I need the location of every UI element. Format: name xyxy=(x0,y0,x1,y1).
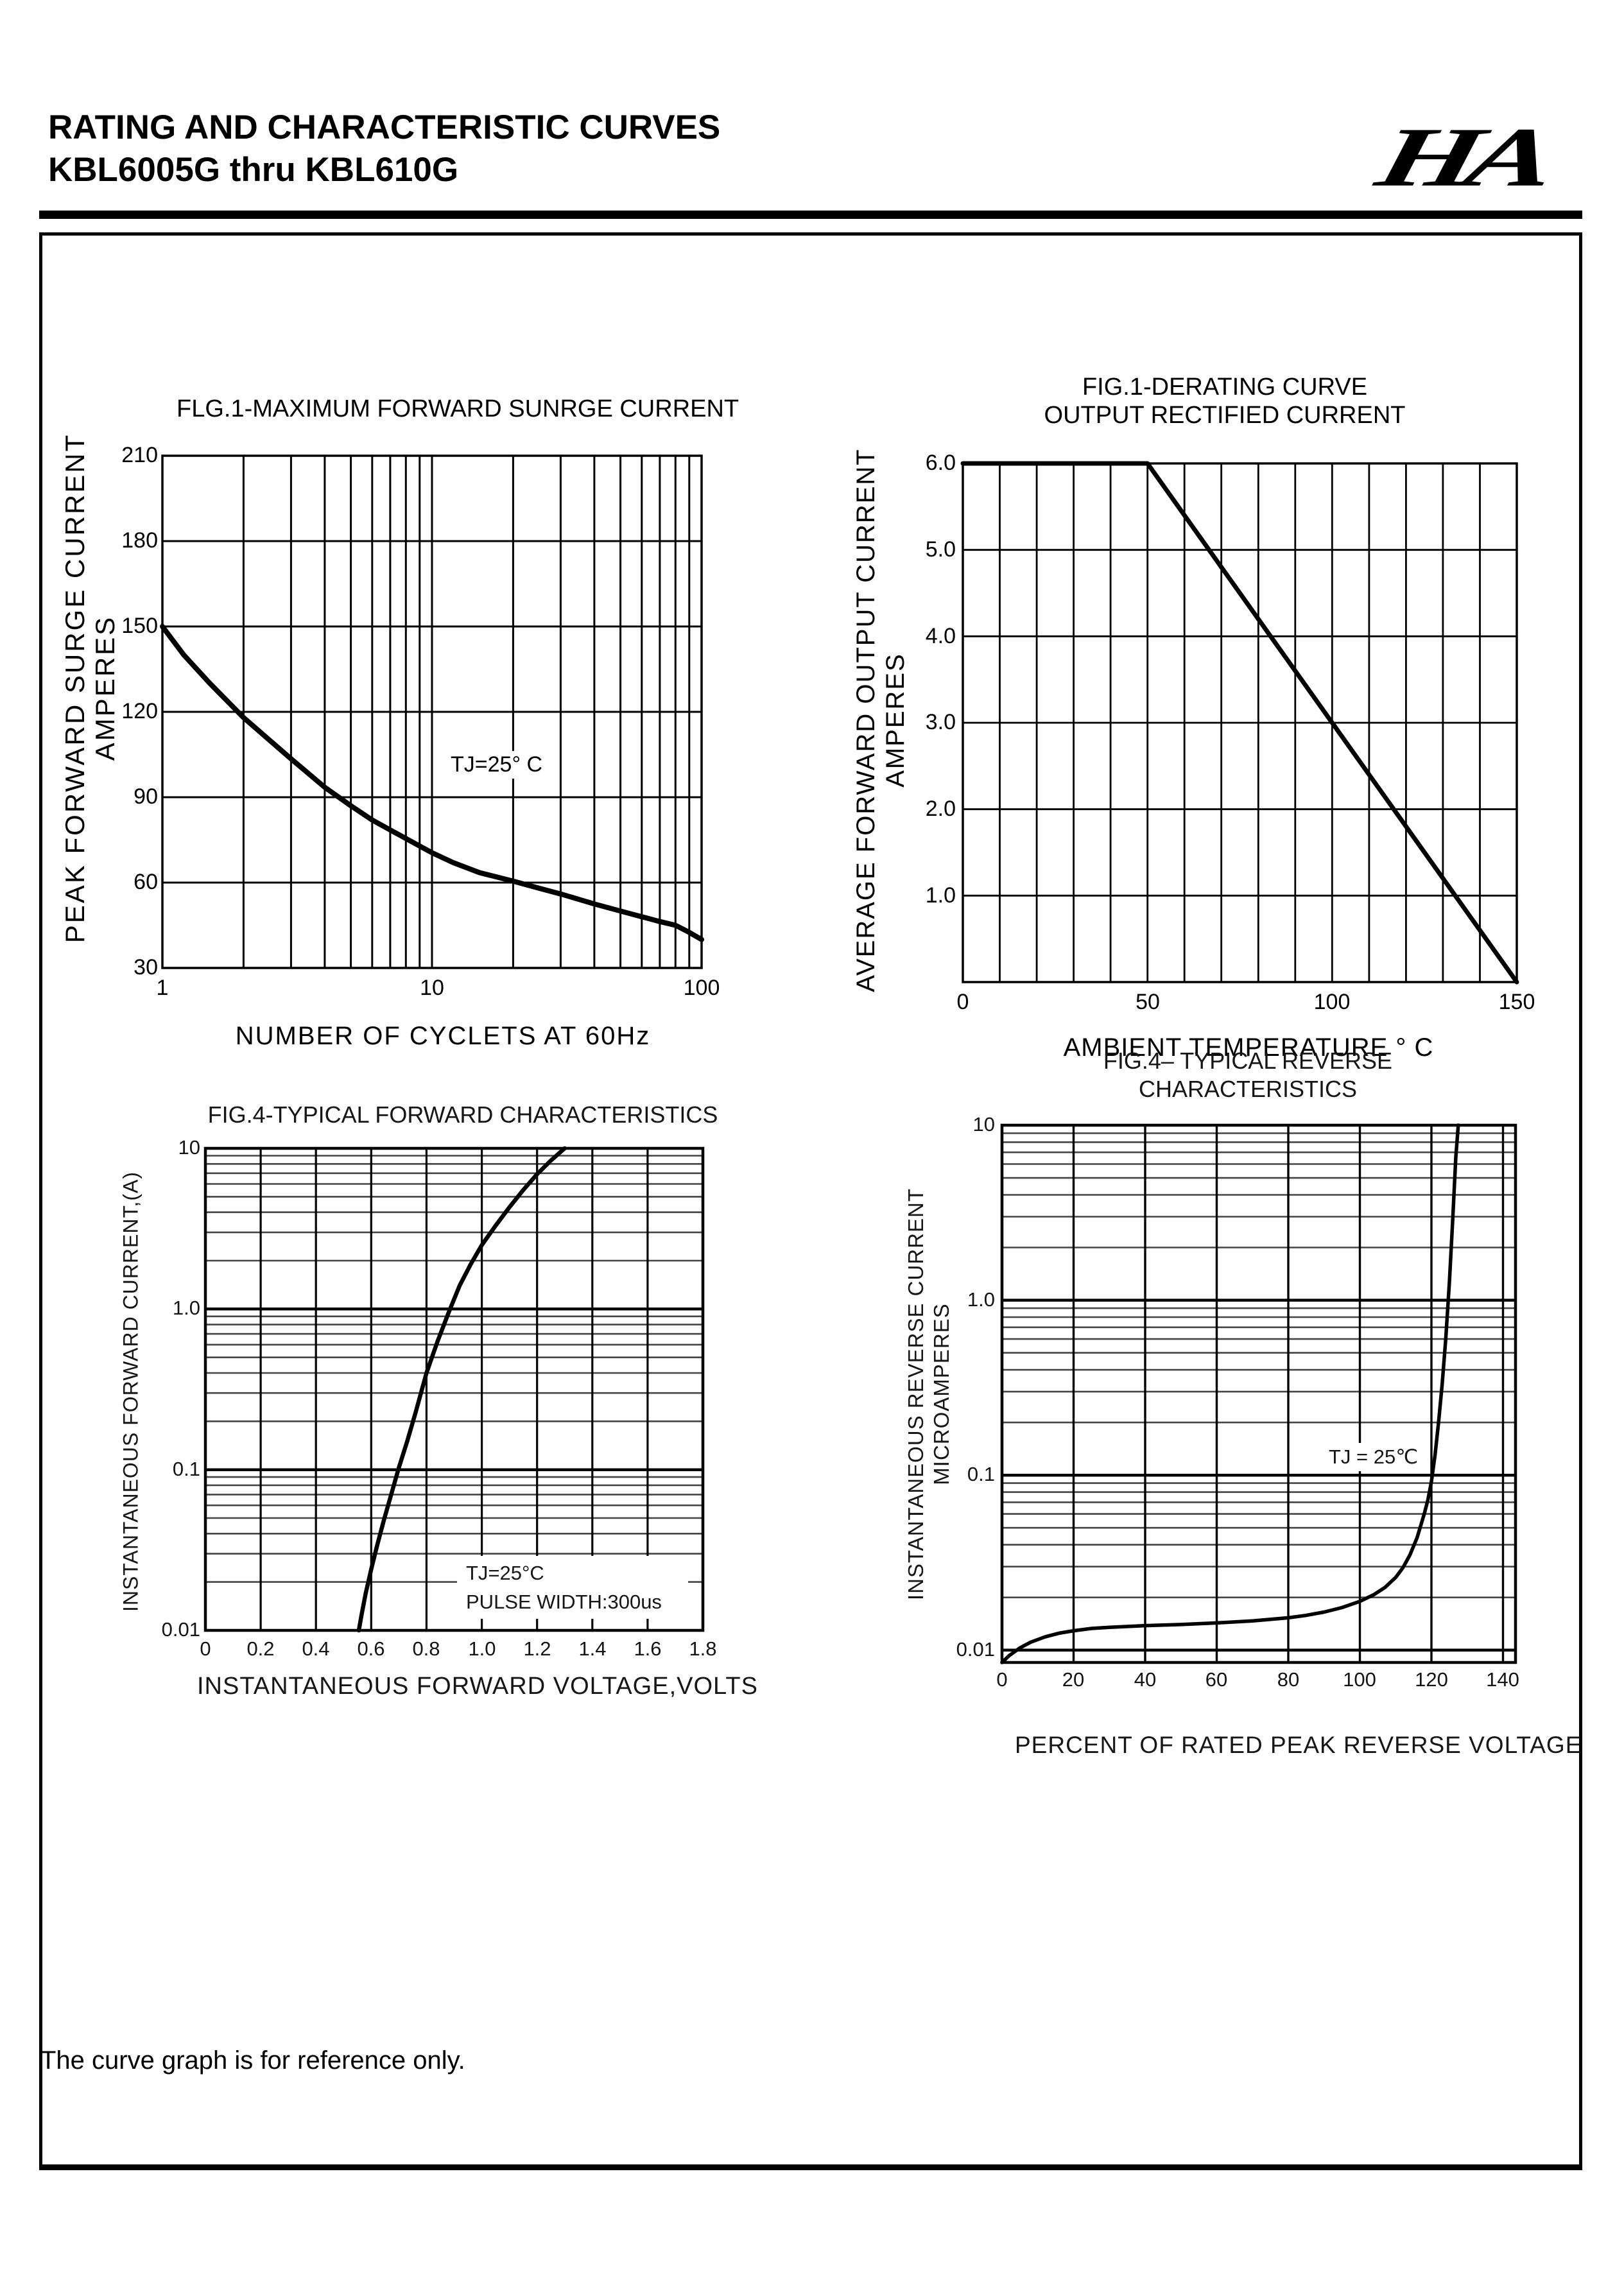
x-tick-label: 0.6 xyxy=(357,1637,385,1660)
y-axis-label-line1: INSTANTANEOUS REVERSE CURRENT xyxy=(904,1187,928,1601)
y-tick-label: 90 xyxy=(134,784,158,809)
y-axis-label-line1: PEAK FORWARD SURGE CURRENT xyxy=(60,433,90,944)
x-tick-label: 0 xyxy=(956,990,969,1014)
chart-title-line1: FIG.1-DERATING CURVE xyxy=(1082,374,1368,401)
x-tick-label: 1 xyxy=(156,976,169,1000)
y-tick-label: 0.01 xyxy=(956,1638,995,1661)
y-tick-label: 30 xyxy=(134,955,158,980)
chart-plot-typical-forward-characteristics xyxy=(203,1146,705,1633)
chart-title-line2: CHARACTERISTICS xyxy=(1138,1076,1358,1102)
y-axis-label: PEAK FORWARD SURGE CURRENT AMPERES xyxy=(60,433,120,943)
chart-title-line2: OUTPUT RECTIFIED CURRENT xyxy=(1044,402,1406,429)
x-tick-label: 140 xyxy=(1486,1668,1519,1691)
x-tick-label: 0.8 xyxy=(412,1637,440,1660)
chart-plot-derating-curve xyxy=(960,461,1519,985)
condition-annotation-line1: TJ=25°C xyxy=(466,1562,544,1584)
x-tick-label: 20 xyxy=(1062,1668,1085,1691)
condition-annotation: TJ=25° C xyxy=(445,751,548,779)
y-axis-label: INSTANTANEOUS REVERSE CURRENT MICROAMPER… xyxy=(903,1188,955,1600)
page-title: RATING AND CHARACTERISTIC CURVES xyxy=(48,108,721,146)
chart-plot-typical-reverse-characteristics xyxy=(1000,1123,1517,1664)
y-tick-label: 3.0 xyxy=(925,710,956,734)
y-tick-label: 0.01 xyxy=(161,1618,200,1641)
condition-annotation: TJ=25°C PULSE WIDTH:300us xyxy=(457,1556,688,1619)
y-tick-label: 0.1 xyxy=(172,1458,200,1480)
y-tick-label: 10 xyxy=(972,1113,995,1135)
y-tick-label: 150 xyxy=(121,614,158,638)
y-tick-label: 180 xyxy=(121,528,158,553)
chart-title-line1: FIG.4– TYPICAL REVERSE xyxy=(1103,1048,1393,1074)
x-tick-label: 100 xyxy=(683,976,720,1000)
y-tick-label: 4.0 xyxy=(925,624,956,648)
x-tick-label: 60 xyxy=(1205,1668,1228,1691)
y-tick-label: 1.0 xyxy=(967,1288,995,1311)
y-axis-label-line2: AMPERES xyxy=(90,615,120,761)
y-tick-label: 0.1 xyxy=(967,1463,995,1485)
x-tick-label: 10 xyxy=(420,976,444,1000)
x-tick-label: 1.6 xyxy=(634,1637,662,1660)
x-tick-label: 80 xyxy=(1277,1668,1300,1691)
y-tick-label: 1.0 xyxy=(172,1297,200,1319)
x-tick-label: 40 xyxy=(1134,1668,1157,1691)
y-tick-label: 210 xyxy=(121,443,158,467)
x-tick-label: 1.0 xyxy=(468,1637,496,1660)
y-tick-label: 5.0 xyxy=(925,537,956,562)
x-tick-label: 1.2 xyxy=(523,1637,551,1660)
footer-note: The curve graph is for reference only. xyxy=(40,2046,465,2075)
x-tick-label: 0.4 xyxy=(302,1637,330,1660)
brand-logo: HA xyxy=(1368,110,1554,204)
x-axis-label: AMBIENT TEMPERATURE ° C xyxy=(1063,1033,1434,1062)
y-tick-label: 60 xyxy=(134,870,158,894)
x-tick-label: 0.2 xyxy=(246,1637,275,1660)
x-axis-label: PERCENT OF RATED PEAK REVERSE VOLTAGE xyxy=(1015,1732,1582,1758)
x-tick-label: 1.4 xyxy=(578,1637,607,1660)
x-tick-label: 0 xyxy=(996,1668,1008,1691)
y-tick-label: 2.0 xyxy=(925,797,956,821)
x-tick-label: 100 xyxy=(1313,990,1351,1014)
condition-annotation: TJ = 25℃ xyxy=(1320,1443,1428,1471)
y-axis-label-line2: MICROAMPERES xyxy=(929,1303,953,1485)
y-tick-label: 1.0 xyxy=(925,883,956,908)
content-frame xyxy=(39,232,1582,2170)
x-axis-label: NUMBER OF CYCLETS AT 60Hz xyxy=(235,1022,651,1050)
x-tick-label: 0 xyxy=(200,1637,211,1660)
x-tick-label: 50 xyxy=(1136,990,1160,1014)
x-tick-label: 1.8 xyxy=(689,1637,717,1660)
part-range-subtitle: KBL6005G thru KBL610G xyxy=(48,151,459,189)
chart-title: FLG.1-MAXIMUM FORWARD SUNRGE CURRENT xyxy=(177,395,739,422)
y-axis-label: INSTANTANEOUS FORWARD CURRENT,(A) xyxy=(119,1171,143,1612)
x-axis-label: INSTANTANEOUS FORWARD VOLTAGE,VOLTS xyxy=(197,1673,758,1700)
chart-title: FIG.4-TYPICAL FORWARD CHARACTERISTICS xyxy=(207,1101,718,1128)
y-tick-label: 6.0 xyxy=(925,451,956,475)
y-tick-label: 120 xyxy=(121,699,158,723)
x-tick-label: 100 xyxy=(1343,1668,1376,1691)
x-tick-label: 150 xyxy=(1498,990,1535,1014)
header-rule xyxy=(39,211,1582,219)
y-tick-label: 10 xyxy=(178,1136,200,1159)
x-tick-label: 120 xyxy=(1415,1668,1448,1691)
chart-plot-max-forward-surge-current xyxy=(160,454,704,969)
condition-annotation-line2: PULSE WIDTH:300us xyxy=(466,1591,662,1613)
